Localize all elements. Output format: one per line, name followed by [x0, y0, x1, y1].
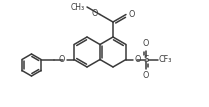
Text: O: O [134, 55, 141, 64]
Text: O: O [129, 10, 135, 19]
Text: O: O [143, 71, 149, 80]
Text: S: S [143, 55, 149, 64]
Text: CF₃: CF₃ [159, 55, 172, 64]
Text: O: O [143, 39, 149, 48]
Text: CH₃: CH₃ [71, 2, 85, 11]
Text: O: O [92, 9, 98, 18]
Text: O: O [59, 55, 65, 64]
